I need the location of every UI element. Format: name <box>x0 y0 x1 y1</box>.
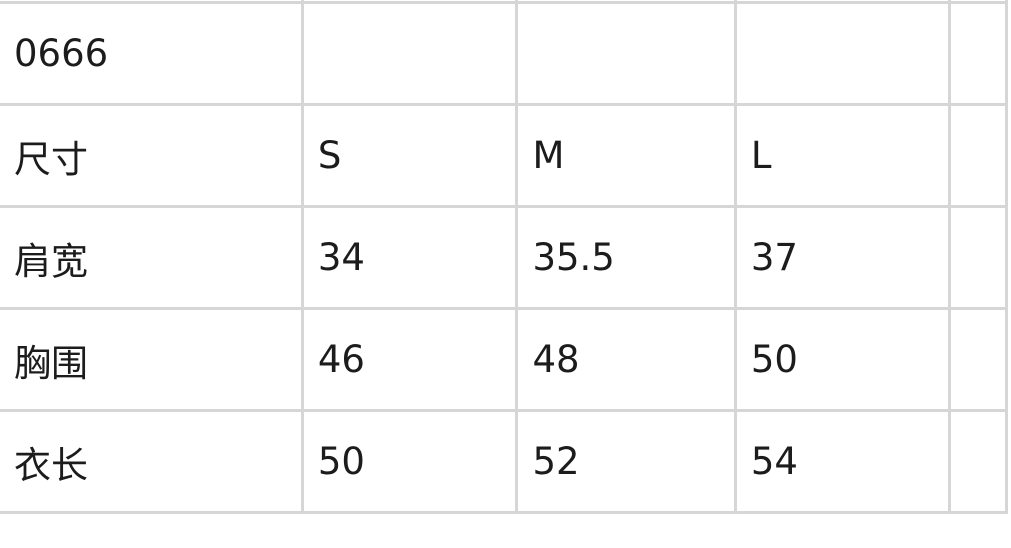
table-cell <box>948 1 1008 106</box>
table-cell: 34 <box>300 205 519 310</box>
table-cell: 48 <box>515 307 737 412</box>
row-label: 肩宽 <box>0 205 304 310</box>
table-row: 肩宽 34 35.5 37 <box>0 205 1008 310</box>
header-cell: M <box>515 103 737 208</box>
table-cell: 50 <box>300 409 519 514</box>
table-cell <box>515 1 737 106</box>
table-cell <box>948 307 1008 412</box>
table-cell: 54 <box>733 409 952 514</box>
table-cell: 52 <box>515 409 737 514</box>
row-label: 胸围 <box>0 307 304 412</box>
table-cell: 50 <box>733 307 952 412</box>
table-cell: 46 <box>300 307 519 412</box>
table-row-model: 0666 <box>0 1 1008 106</box>
table-header-row: 尺寸 S M L <box>0 103 1008 208</box>
table-cell <box>948 103 1008 208</box>
header-cell: L <box>733 103 952 208</box>
table-row: 胸围 46 48 50 <box>0 307 1008 412</box>
table-cell <box>300 1 519 106</box>
row-label: 衣长 <box>0 409 304 514</box>
table-row: 衣长 50 52 54 <box>0 409 1008 514</box>
model-number: 0666 <box>0 1 304 106</box>
table-cell <box>948 409 1008 514</box>
size-chart-table: 0666 尺寸 S M L 肩宽 34 35.5 37 胸围 46 48 50 … <box>0 0 1008 514</box>
table-cell <box>733 1 952 106</box>
table-cell <box>948 205 1008 310</box>
table-cell: 37 <box>733 205 952 310</box>
header-cell: 尺寸 <box>0 103 304 208</box>
header-cell: S <box>300 103 519 208</box>
table-cell: 35.5 <box>515 205 737 310</box>
